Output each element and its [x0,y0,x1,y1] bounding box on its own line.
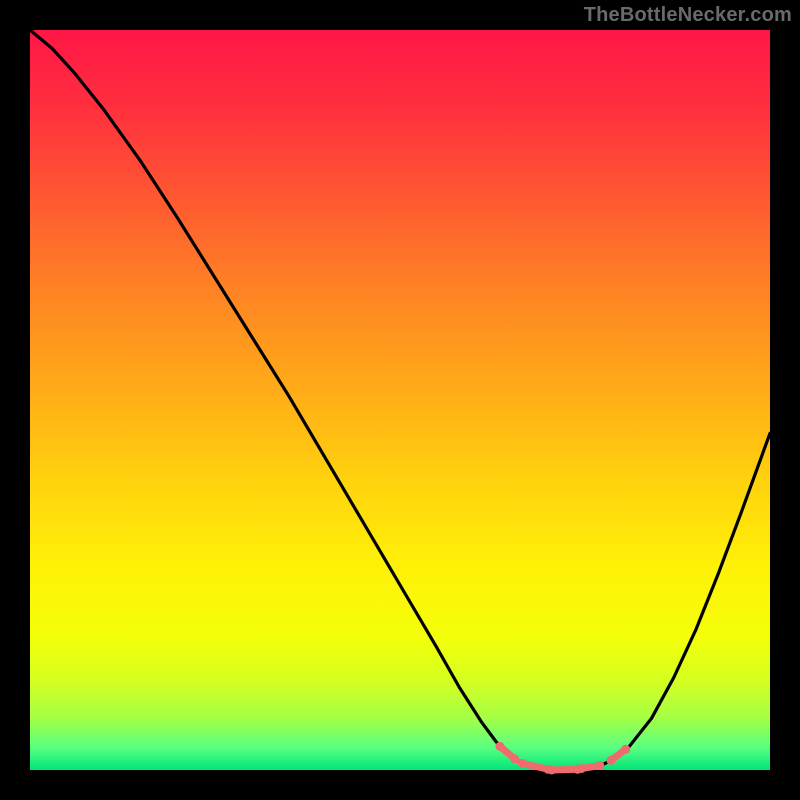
optimal-zone-dot [595,761,604,770]
optimal-zone-dot [606,756,615,765]
plot-gradient-background [30,30,770,770]
optimal-zone-dot [518,759,527,768]
bottleneck-chart [0,0,800,800]
optimal-zone-dot [621,745,630,754]
watermark-text: TheBottleNecker.com [584,4,792,27]
optimal-zone-dot [577,764,586,773]
optimal-zone-dot [547,766,556,775]
optimal-zone-dot [495,742,504,751]
